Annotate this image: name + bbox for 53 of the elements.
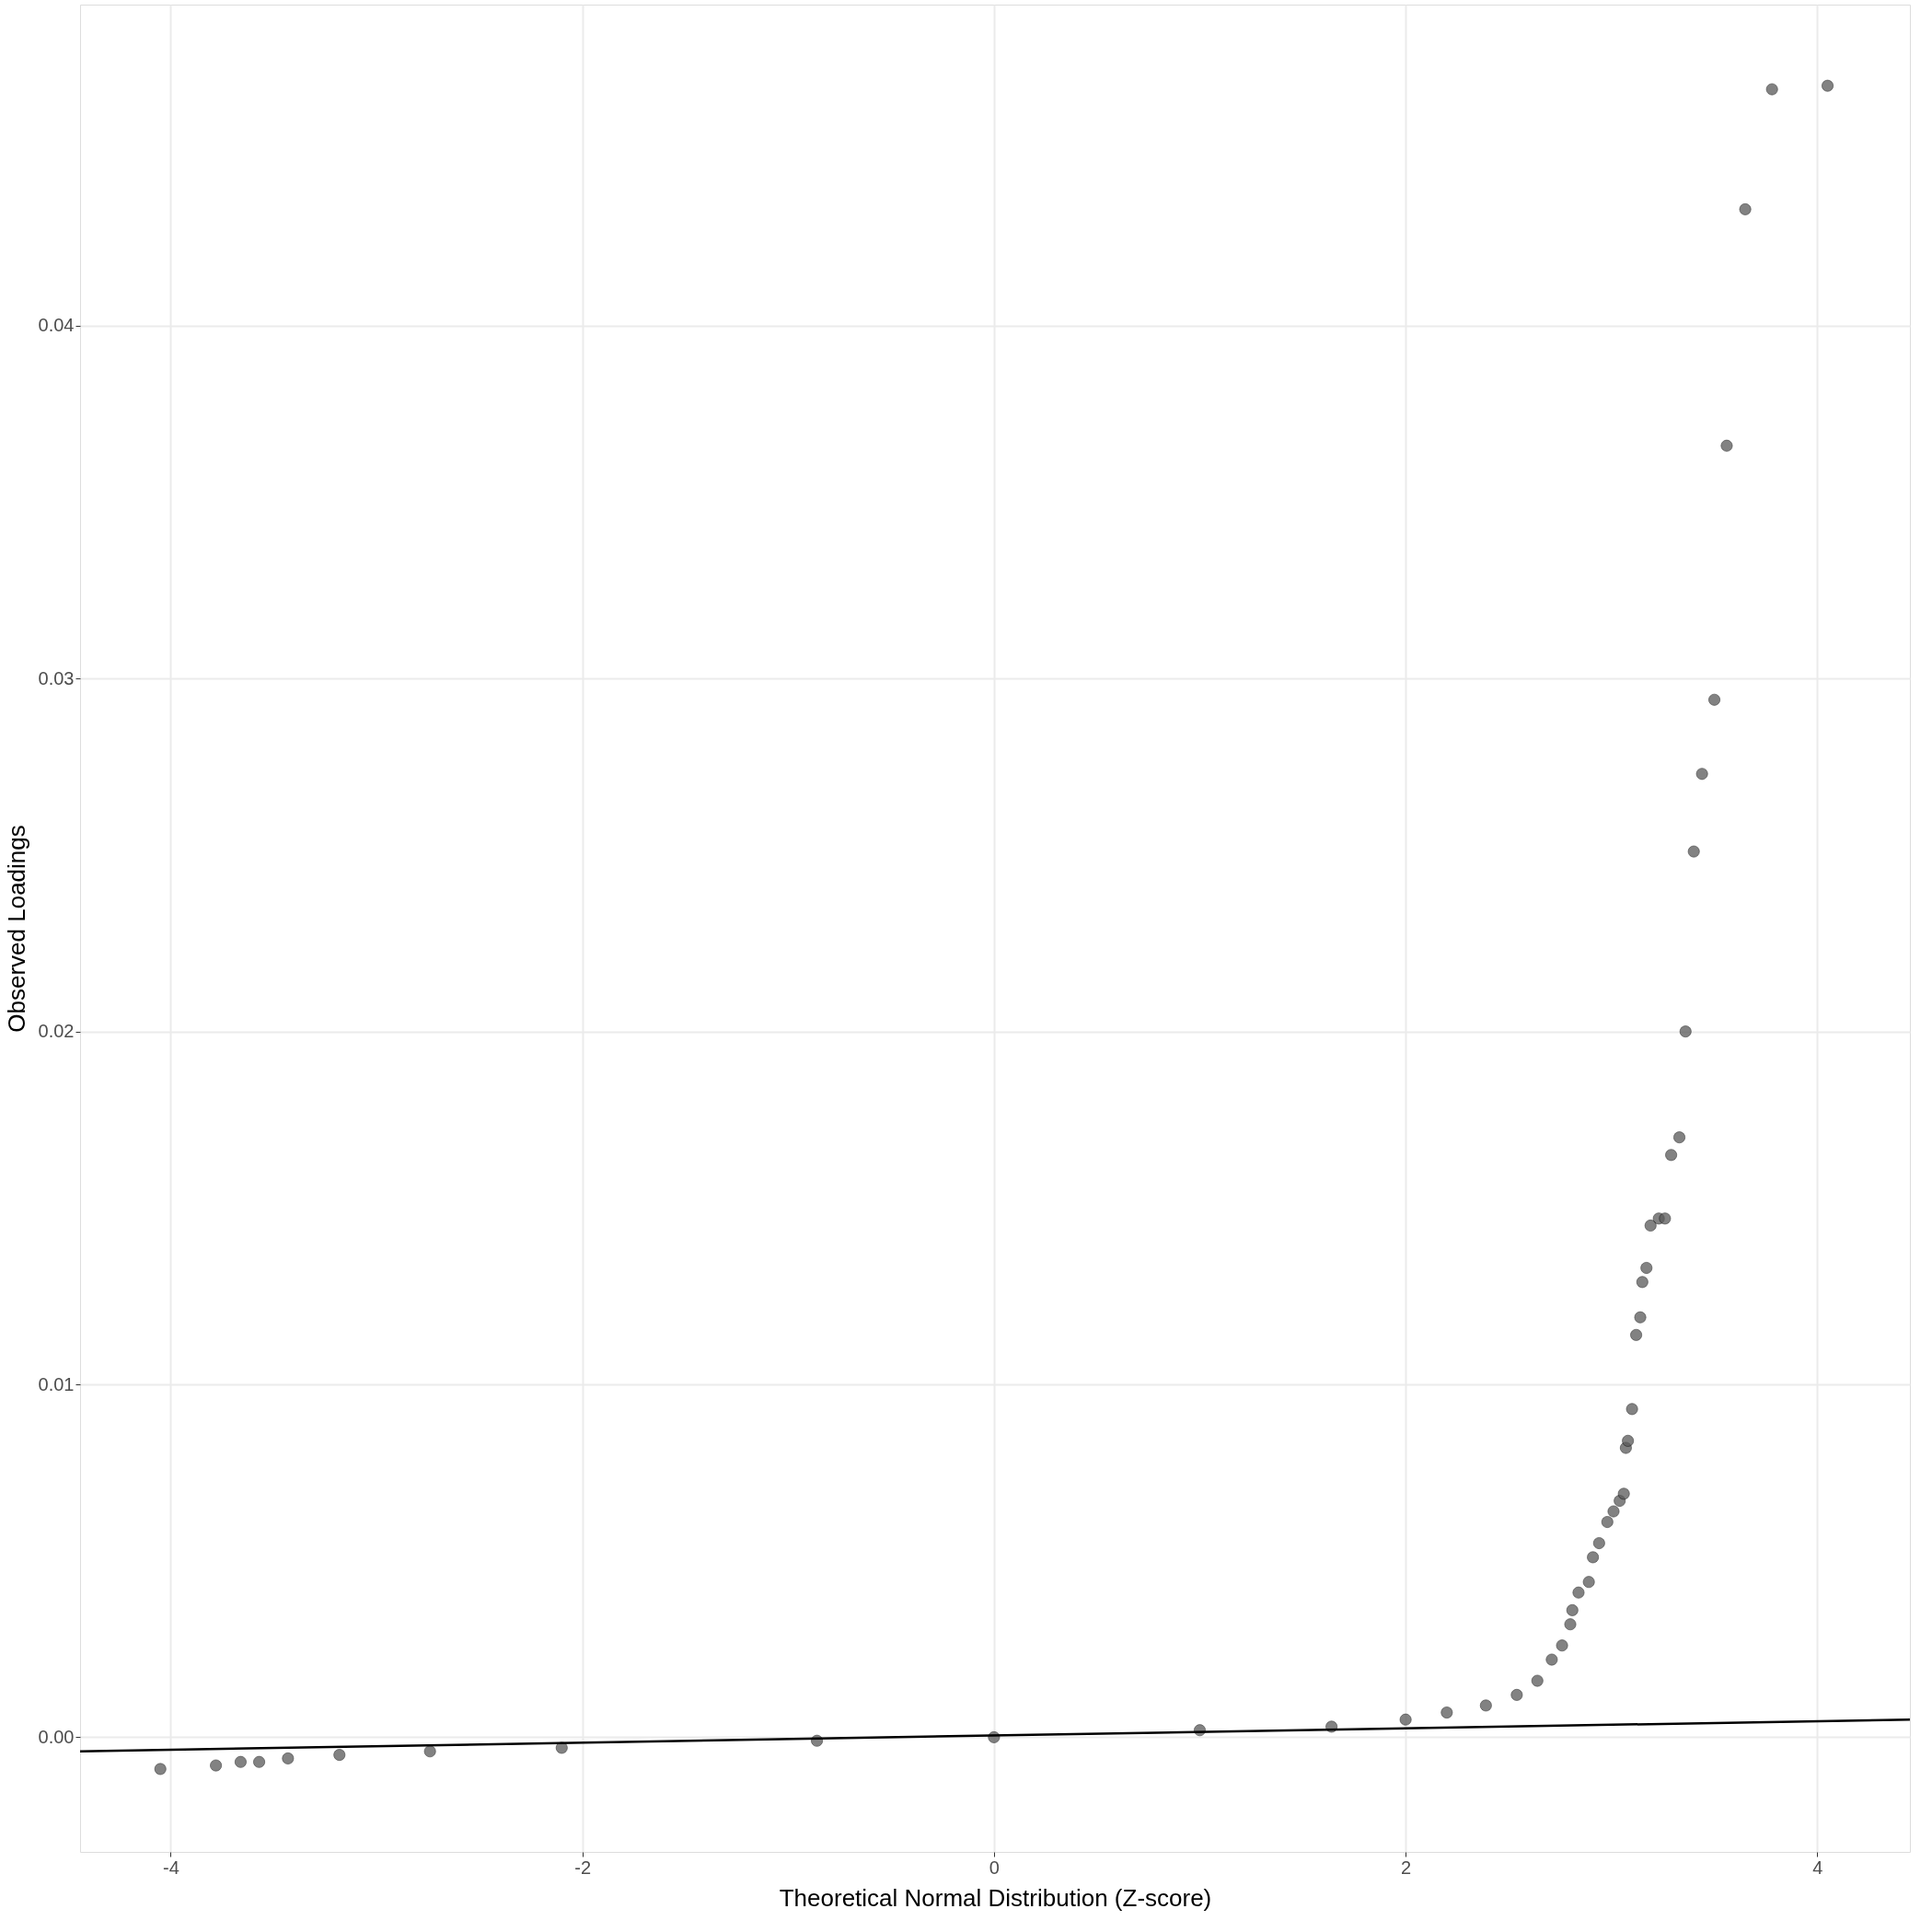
- point: [333, 1748, 346, 1762]
- point: [1664, 1149, 1678, 1162]
- point: [154, 1763, 167, 1776]
- point: [1625, 1403, 1638, 1416]
- y-tick-label: 0.01: [38, 1373, 75, 1394]
- point: [1707, 693, 1721, 706]
- x-tick-label: 4: [1812, 1857, 1823, 1878]
- point: [1587, 1551, 1600, 1564]
- point: [1672, 1131, 1686, 1144]
- point: [1629, 1328, 1643, 1341]
- point: [1634, 1311, 1647, 1324]
- point: [1659, 1212, 1672, 1225]
- point: [1687, 845, 1700, 858]
- point: [1592, 1536, 1605, 1550]
- point: [1640, 1261, 1653, 1275]
- y-tick-label: 0.03: [38, 667, 75, 688]
- point: [1399, 1713, 1412, 1726]
- point: [1636, 1276, 1649, 1289]
- point: [234, 1755, 248, 1768]
- point: [1644, 1219, 1657, 1232]
- point: [209, 1759, 223, 1772]
- point: [1695, 768, 1708, 781]
- point: [1607, 1505, 1620, 1518]
- x-tick-label: 0: [989, 1857, 1000, 1878]
- x-tick-label: 2: [1401, 1857, 1412, 1878]
- point: [1572, 1586, 1585, 1599]
- point: [1556, 1639, 1568, 1652]
- point: [1566, 1603, 1579, 1616]
- x-tick-label: -2: [574, 1857, 592, 1878]
- y-axis-title: Observed Loadings: [2, 825, 30, 1033]
- x-axis-title: Theoretical Normal Distribution (Z-score): [779, 1883, 1212, 1912]
- point: [1564, 1618, 1577, 1631]
- point: [1622, 1434, 1635, 1447]
- point: [1479, 1699, 1492, 1712]
- point: [252, 1755, 266, 1768]
- point: [1679, 1025, 1692, 1038]
- point: [1720, 439, 1733, 452]
- point: [1601, 1515, 1614, 1529]
- point: [1765, 83, 1778, 96]
- point: [1617, 1487, 1630, 1500]
- y-tick-label: 0.02: [38, 1021, 75, 1042]
- point: [1545, 1653, 1558, 1666]
- point: [1440, 1706, 1453, 1719]
- y-tick-label: 0.04: [38, 315, 75, 336]
- point: [423, 1745, 436, 1758]
- point: [1510, 1688, 1523, 1702]
- x-tick-label: -4: [163, 1857, 179, 1878]
- point: [1582, 1576, 1595, 1589]
- point: [1531, 1674, 1544, 1687]
- point: [1739, 202, 1752, 215]
- point: [1821, 79, 1834, 92]
- point: [282, 1752, 295, 1765]
- y-tick-label: 0.00: [38, 1726, 75, 1747]
